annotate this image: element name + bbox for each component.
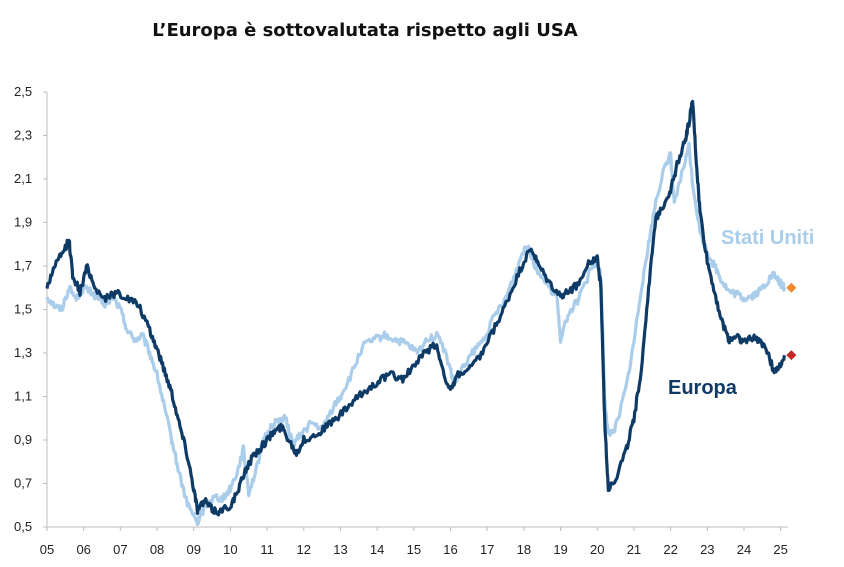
y-tick-label: 0,5	[14, 519, 32, 534]
x-tick-label: 21	[627, 542, 641, 557]
y-tick-label: 2,1	[14, 171, 32, 186]
axes: 2,5 2,3 2,1 1,9 1,7 1,5 1,3 1,1 0,9 0,7 0,5 05 06 07 0…	[14, 84, 788, 557]
end-marker-europa	[786, 350, 797, 361]
x-tick-label: 12	[297, 542, 311, 557]
x-tick-label: 19	[553, 542, 567, 557]
x-tick-label: 16	[443, 542, 457, 557]
x-tick-label: 10	[223, 542, 237, 557]
x-tick-label: 06	[76, 542, 90, 557]
end-marker-stati-uniti	[786, 282, 797, 293]
y-tick-label: 1,1	[14, 389, 32, 404]
y-tick-label: 0,9	[14, 432, 32, 447]
x-tick-label: 17	[480, 542, 494, 557]
y-tick-label: 1,7	[14, 258, 32, 273]
x-tick-label: 20	[590, 542, 604, 557]
y-tick-label: 1,5	[14, 302, 32, 317]
series-group	[45, 99, 797, 527]
y-tick-label: 2,3	[14, 128, 32, 143]
x-tick-label: 22	[663, 542, 677, 557]
labels-group: Stati Uniti Europa	[668, 227, 814, 399]
x-tick-label: 18	[517, 542, 531, 557]
y-tick-label: 2,5	[14, 84, 32, 99]
y-tick-label: 1,9	[14, 215, 32, 230]
series-line-stati-uniti	[45, 141, 786, 527]
y-tick-label: 0,7	[14, 476, 32, 491]
series-label-stati-uniti: Stati Uniti	[721, 227, 814, 249]
x-tick-label: 24	[737, 542, 751, 557]
x-tick-label: 14	[370, 542, 384, 557]
series-label-europa: Europa	[668, 377, 738, 399]
x-tick-label: 25	[773, 542, 787, 557]
chart-title: L’Europa è sottovalutata rispetto agli U…	[152, 20, 578, 41]
x-tick-label: 13	[333, 542, 347, 557]
series-line-europa	[45, 99, 786, 517]
x-tick-label: 11	[260, 542, 274, 557]
x-tick-label: 07	[113, 542, 127, 557]
x-tick-label: 09	[186, 542, 200, 557]
x-tick-label: 05	[40, 542, 54, 557]
x-tick-label: 15	[407, 542, 421, 557]
x-tick-label: 23	[700, 542, 714, 557]
x-tick-label: 08	[150, 542, 164, 557]
y-tick-label: 1,3	[14, 345, 32, 360]
